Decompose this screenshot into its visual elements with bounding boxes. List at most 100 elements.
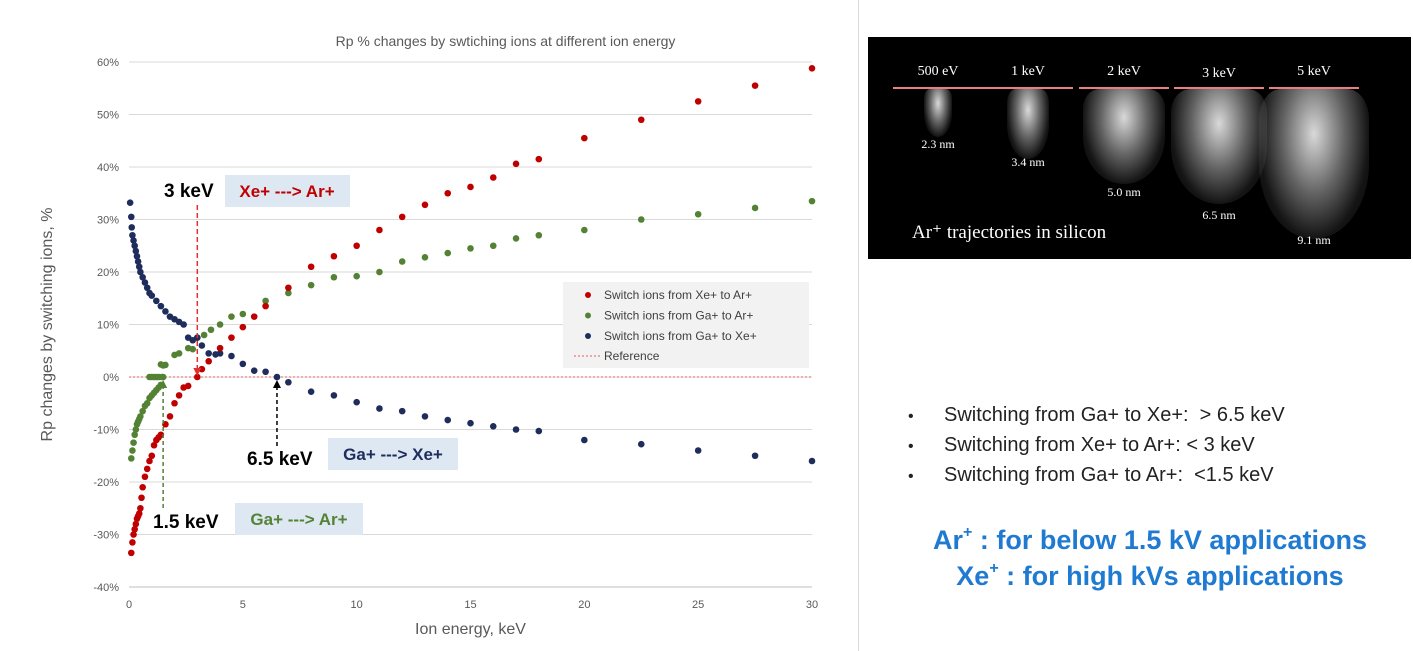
simulation-depth-label: 6.5 nm — [1202, 208, 1236, 222]
xe-to-ar-point — [637, 116, 645, 124]
y-tick-label: 0% — [103, 372, 119, 384]
ga-to-xe-point — [130, 237, 137, 244]
simulation-depth-label: 5.0 nm — [1107, 185, 1141, 199]
x-tick-label: 20 — [578, 599, 590, 611]
ga-to-xe-point — [216, 350, 224, 357]
ga-to-xe-point — [148, 292, 156, 299]
ga-to-xe-point — [153, 297, 160, 305]
xe-to-ar-point — [353, 242, 360, 250]
y-tick-label: 40% — [97, 162, 119, 174]
y-tick-label: 30% — [97, 215, 119, 227]
ga-to-xe-point — [133, 252, 141, 260]
recommendations: Ar+ : for below 1.5 kV applications Xe+ :… — [900, 515, 1400, 591]
xe-to-ar-point — [141, 473, 149, 481]
xe-to-ar-point — [239, 323, 247, 331]
ga-to-xe-point — [307, 388, 315, 396]
x-tick-label: 25 — [692, 599, 704, 611]
legend-ga-to-xe-marker — [585, 333, 591, 339]
xe-to-ar-point — [171, 399, 178, 407]
xe-to-ar-point — [130, 531, 137, 538]
xe-to-ar-point — [489, 174, 497, 181]
recommendation-line: Ar+ : for below 1.5 kV applications — [900, 515, 1400, 555]
ga-to-xe-point — [808, 457, 816, 465]
simulation-energy-label: 1 keV — [1011, 64, 1045, 79]
y-tick-label: 60% — [97, 57, 119, 69]
legend-xe-to-ar-marker — [585, 292, 591, 298]
recommendation-charge: + — [989, 560, 999, 577]
annotation-ga-ar-box — [235, 503, 363, 535]
recommendation-text: : for below 1.5 kV applications — [972, 525, 1367, 555]
annotation-ga-xe: Ga+ ---> Xe+ — [343, 445, 443, 464]
simulation-energy-label: 5 keV — [1297, 64, 1331, 79]
trajectory-plume — [1171, 89, 1267, 204]
ga-to-ar-point — [398, 258, 406, 265]
bullet-marker: • — [908, 438, 914, 455]
ga-to-ar-point — [694, 210, 702, 218]
legend-xe-to-ar-label: Switch ions from Xe+ to Ar+ — [604, 288, 752, 302]
xe-to-ar-point — [148, 452, 156, 460]
xe-to-ar-point — [135, 510, 143, 517]
x-tick-label: 30 — [806, 599, 818, 611]
xe-to-ar-point — [307, 263, 315, 271]
y-tick-label: 50% — [97, 110, 119, 122]
ga-to-ar-point — [137, 413, 144, 420]
ga-to-xe-point — [467, 419, 474, 427]
xe-to-ar-point — [139, 483, 146, 491]
xe-to-ar-point — [444, 189, 452, 197]
ga-to-xe-point — [581, 436, 588, 444]
x-tick-label: 10 — [351, 599, 363, 611]
ga-to-ar-point — [132, 426, 140, 433]
simulation-energy-label: 2 keV — [1107, 64, 1141, 79]
y-tick-label: -20% — [93, 477, 119, 489]
xe-to-ar-point — [751, 82, 759, 89]
xe-to-ar-point — [184, 382, 192, 390]
y-tick-label: 10% — [97, 320, 119, 332]
ga-to-ar-point — [127, 455, 135, 462]
xe-to-ar-point — [138, 494, 145, 502]
xe-to-ar-point — [535, 155, 543, 163]
ga-to-xe-point — [353, 398, 360, 406]
ga-to-xe-point — [512, 426, 520, 433]
xe-to-ar-point — [198, 365, 206, 373]
trajectory-plume — [1007, 89, 1049, 159]
legend-reference-label: Reference — [604, 349, 660, 363]
ga-to-xe-point — [157, 302, 165, 310]
surface-line — [893, 87, 983, 89]
recommendation-charge: + — [963, 524, 973, 541]
annotation-ga-xe-box — [328, 438, 458, 470]
legend-ga-to-xe-label: Switch ions from Ga+ to Xe+ — [604, 329, 757, 343]
ga-to-ar-point — [467, 245, 474, 252]
ga-to-ar-point — [535, 231, 543, 239]
ga-to-xe-point — [535, 427, 543, 435]
surface-line — [983, 87, 1073, 89]
surface-line — [1269, 87, 1359, 89]
ga-to-ar-point — [207, 326, 215, 334]
ga-to-ar-point — [239, 310, 247, 318]
ga-to-ar-point — [307, 281, 315, 289]
y-tick-label: 20% — [97, 267, 119, 279]
xe-to-ar-point — [330, 252, 338, 260]
ga-to-xe-point — [421, 413, 429, 420]
ga-to-xe-point — [694, 447, 702, 454]
ga-to-xe-point — [162, 308, 169, 315]
bullet-text: Switching from Xe+ to Ar+: < 3 keV — [944, 434, 1255, 456]
annotation-xe-ar: Xe+ ---> Ar+ — [239, 182, 334, 201]
ga-to-ar-point — [512, 235, 520, 242]
annotation-ga-ar: Ga+ ---> Ar+ — [250, 510, 347, 529]
ga-to-ar-point — [353, 272, 360, 280]
xe-to-ar-point — [581, 134, 588, 142]
recommendation-ion: Xe — [956, 561, 990, 591]
ga-to-xe-point — [141, 279, 149, 286]
ga-to-xe-point — [489, 423, 497, 430]
trajectory-simulation-panel: 500 eV 2.3 nm 1 keV 3.4 nm 2 keV 5.0 nm 3 keV 6… — [868, 37, 1411, 259]
ga-to-ar-point — [637, 216, 645, 223]
ga-to-ar-point — [200, 331, 208, 339]
annotation-3kev: 3 keV — [164, 181, 214, 202]
bullet-item: • Switching from Xe+ to Ar+: < 3 keV — [908, 430, 1408, 460]
ga-to-ar-point — [143, 399, 151, 407]
ga-to-ar-point — [130, 439, 137, 446]
x-axis-title: Ion energy, keV — [415, 621, 526, 638]
xe-to-ar-point — [285, 284, 292, 292]
xe-to-ar-point — [467, 183, 474, 191]
ga-to-xe-point — [127, 213, 135, 221]
